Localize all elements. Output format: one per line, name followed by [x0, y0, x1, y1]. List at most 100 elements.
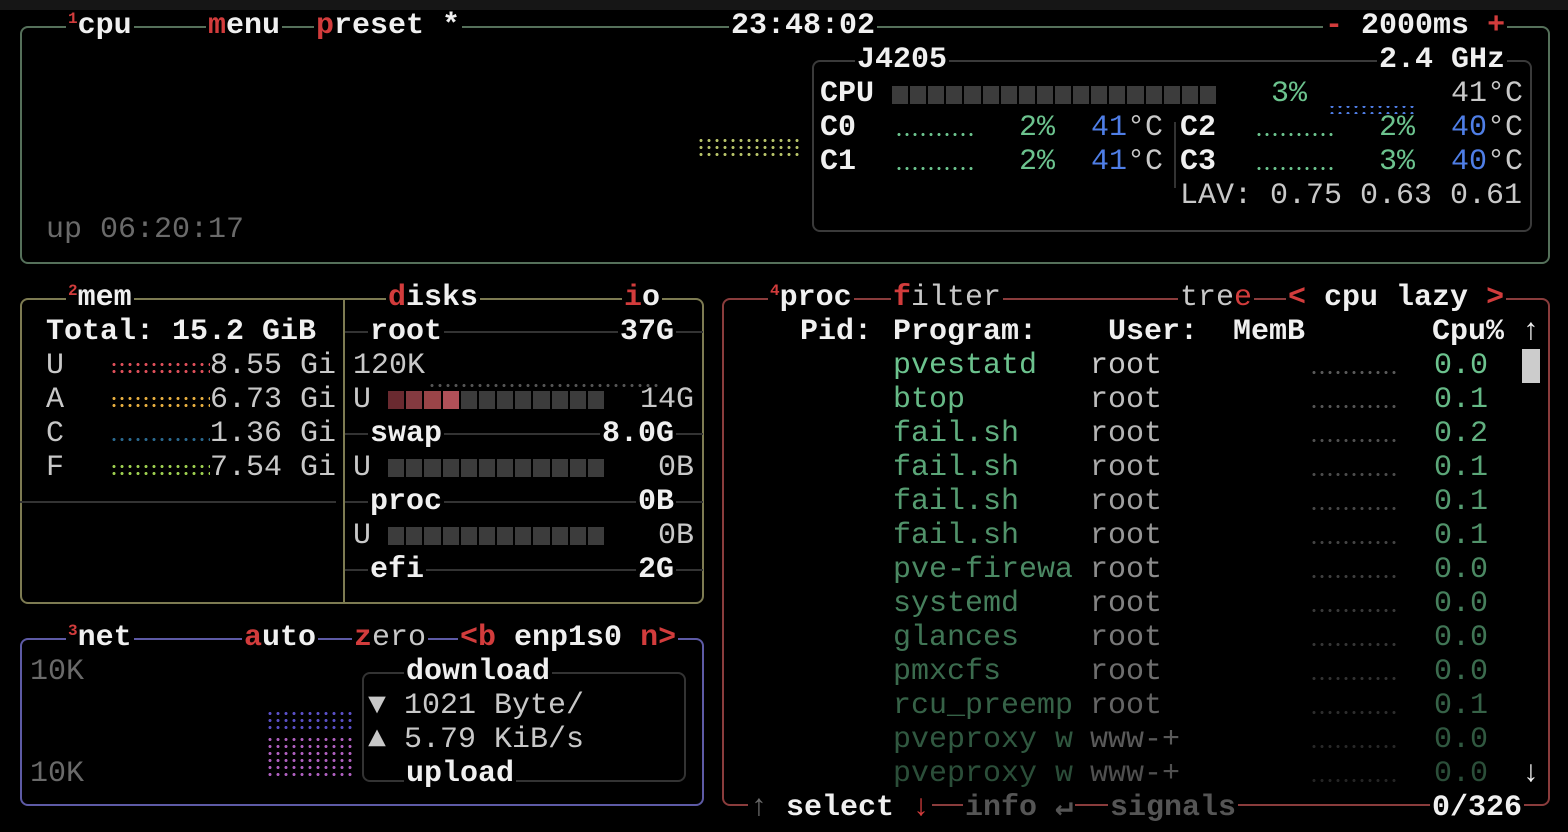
meter-segment	[515, 459, 532, 477]
meter-segment	[1073, 86, 1090, 104]
meter-segment	[551, 459, 568, 477]
tree-toggle[interactable]: tree	[1178, 281, 1255, 315]
prev-interface-button[interactable]: <b	[460, 621, 497, 655]
disk-used: 0B	[657, 519, 694, 553]
process-user: root	[1090, 587, 1163, 621]
disk-size: 8.0G	[599, 417, 676, 451]
process-program: glances	[893, 621, 1020, 655]
zero-label: ero	[372, 621, 427, 655]
meter-segment	[406, 527, 423, 545]
disk-used-label: U	[353, 519, 372, 553]
process-cpu: 0.1	[1434, 383, 1489, 417]
io-key: i	[624, 281, 643, 315]
proc-title-text: proc	[779, 281, 852, 315]
meter-segment	[587, 391, 605, 409]
process-cpu: 0.1	[1434, 451, 1489, 485]
interval-decrease-button[interactable]: -	[1325, 9, 1344, 43]
meter-segment	[1199, 86, 1216, 104]
mem-row-graph	[110, 361, 210, 375]
cpu-num: 1	[68, 10, 78, 28]
disk-used-label: U	[353, 383, 372, 417]
meter-segment	[964, 86, 981, 104]
filter-button[interactable]: filter	[891, 281, 1004, 315]
mem-row-graph	[110, 395, 210, 409]
sort-label: cpu lazy	[1324, 281, 1469, 315]
select-up-icon: ↑	[750, 791, 769, 825]
process-cpu: 0.0	[1434, 757, 1489, 791]
cpu-total-meter	[892, 86, 1216, 104]
mem-row-value: 7.54 Gi	[210, 451, 337, 485]
next-interface-button[interactable]: n>	[640, 621, 677, 655]
tree-key: e	[1234, 281, 1253, 315]
process-cpu: 0.1	[1434, 689, 1489, 723]
process-user: root	[1090, 519, 1163, 553]
load-average: LAV: 0.75 0.63 0.61	[1180, 179, 1523, 213]
meter-segment	[424, 391, 441, 409]
disk-used: 14G	[639, 383, 694, 417]
upload-speed: ▲ 5.79 KiB/s	[368, 723, 585, 757]
cpu-model: J4205	[855, 43, 950, 77]
signals-button[interactable]: signals	[1108, 791, 1239, 825]
sort-prev-button[interactable]: <	[1288, 281, 1307, 315]
process-cpu-graph	[1310, 369, 1396, 376]
header-user[interactable]: User:	[1108, 315, 1199, 349]
clock: 23:48:02	[729, 9, 878, 43]
process-program: fail.sh	[893, 417, 1020, 451]
header-pid[interactable]: Pid:	[799, 315, 872, 349]
select-control[interactable]: ↑ select ↓	[748, 791, 933, 825]
disks-title[interactable]: disks	[386, 281, 481, 315]
preset-button[interactable]: preset *	[314, 10, 463, 43]
interval-increase-button[interactable]: +	[1487, 9, 1506, 43]
process-cpu-graph	[1310, 777, 1396, 784]
disk-divider	[345, 433, 703, 435]
sort-next-button[interactable]: >	[1486, 281, 1505, 315]
select-label: select	[786, 791, 895, 825]
meter-segment	[1018, 86, 1035, 104]
info-button[interactable]: info ↵	[963, 791, 1076, 825]
menu-key: m	[208, 9, 227, 43]
header-program[interactable]: Program:	[893, 315, 1038, 349]
meter-segment	[533, 527, 550, 545]
zero-button[interactable]: zero	[352, 621, 429, 655]
header-mem[interactable]: MemB	[1233, 315, 1306, 349]
meter-segment	[892, 86, 909, 104]
disks-key: d	[388, 281, 407, 315]
mem-title[interactable]: 2mem	[66, 281, 134, 315]
mem-row-label: C	[46, 417, 65, 451]
process-cpu-graph	[1310, 607, 1396, 614]
upload-label: upload	[404, 757, 517, 791]
info-label: info	[965, 791, 1038, 825]
net-title[interactable]: 3net	[66, 621, 134, 655]
process-user: root	[1090, 451, 1163, 485]
meter-segment	[569, 527, 586, 545]
cpu-title[interactable]: 1cpu	[66, 10, 134, 43]
meter-segment	[515, 527, 532, 545]
core-temp-unit: °C	[1127, 111, 1164, 145]
disk-usage-meter	[388, 527, 605, 545]
core-temp-unit: °C	[1487, 145, 1524, 179]
scroll-up-icon[interactable]: ↑	[1522, 315, 1541, 349]
header-cpu[interactable]: Cpu%	[1432, 315, 1505, 349]
core-graph	[1255, 131, 1337, 138]
proc-title[interactable]: 4proc	[768, 281, 854, 315]
core-pct: 2%	[1019, 111, 1056, 145]
interval-control: - 2000ms +	[1323, 9, 1508, 43]
mem-panel	[20, 298, 704, 604]
mem-num: 2	[68, 282, 78, 300]
scrollbar-thumb[interactable]	[1522, 349, 1540, 383]
sort-selector: < cpu lazy >	[1286, 281, 1507, 315]
auto-button[interactable]: auto	[242, 621, 319, 655]
menu-button[interactable]: menu	[206, 9, 283, 43]
cpu-total-pct: 3%	[1271, 77, 1308, 111]
disk-usage-meter	[388, 459, 605, 477]
scroll-down-icon[interactable]: ↓	[1522, 757, 1541, 791]
process-program: rcu_preemp	[893, 689, 1074, 723]
meter-segment	[388, 527, 405, 545]
disk-usage-meter	[388, 391, 605, 409]
process-cpu: 0.0	[1434, 587, 1489, 621]
meter-segment	[569, 391, 586, 409]
disk-divider	[345, 331, 703, 333]
meter-segment	[910, 86, 927, 104]
io-toggle[interactable]: io	[622, 281, 663, 315]
process-cpu: 0.0	[1434, 723, 1489, 757]
